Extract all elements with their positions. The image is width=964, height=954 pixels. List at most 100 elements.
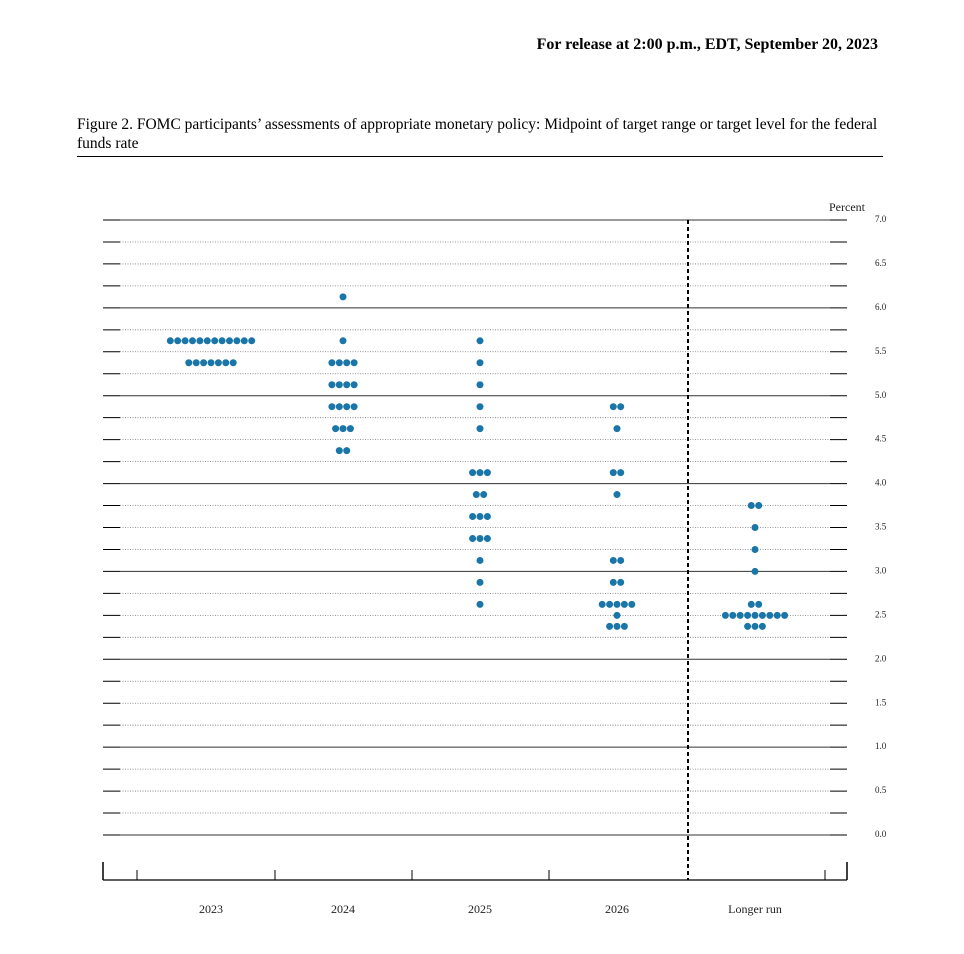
dot [755, 502, 763, 510]
dot [200, 359, 208, 367]
dot [469, 513, 477, 521]
dot [729, 611, 737, 619]
dot [744, 611, 752, 619]
dot [721, 611, 729, 619]
dot [211, 337, 219, 345]
dot [476, 381, 484, 389]
dot [214, 359, 222, 367]
y-axis-label: Percent [829, 200, 866, 214]
dot [483, 513, 491, 521]
dot [617, 556, 625, 564]
dot [339, 293, 347, 301]
dot [476, 534, 484, 542]
dot [350, 381, 358, 389]
dot [598, 600, 606, 608]
y-tick-label: 3.5 [875, 522, 887, 532]
dot [476, 556, 484, 564]
y-tick-label: 2.5 [875, 609, 887, 619]
dot [240, 337, 248, 345]
dot [617, 403, 625, 411]
dot [613, 425, 621, 433]
dot [480, 491, 488, 499]
dot [469, 469, 477, 477]
dot [751, 545, 759, 553]
dot [203, 337, 211, 345]
dot [617, 469, 625, 477]
dot [328, 381, 336, 389]
dot [343, 359, 351, 367]
x-tick-label: 2026 [605, 902, 629, 916]
dot [343, 447, 351, 455]
dot [166, 337, 174, 345]
dot [758, 611, 766, 619]
dot [335, 359, 343, 367]
y-tick-label: 4.0 [875, 478, 887, 488]
chart-title: Figure 2. FOMC participants’ assessments… [77, 115, 883, 157]
y-tick-label: 3.0 [875, 565, 887, 575]
y-tick-label: 7.0 [875, 214, 887, 224]
dot [339, 425, 347, 433]
y-tick-label: 5.0 [875, 390, 887, 400]
dot [751, 567, 759, 575]
dot [744, 622, 752, 630]
x-tick-label: 2025 [468, 902, 492, 916]
dot [617, 578, 625, 586]
dot [229, 359, 237, 367]
dot [350, 359, 358, 367]
dot [189, 337, 196, 345]
dot [609, 403, 617, 411]
dot [472, 491, 480, 499]
dot [350, 403, 358, 411]
y-tick-label: 5.5 [875, 346, 887, 356]
dot [222, 359, 230, 367]
dot [339, 337, 347, 345]
dot [476, 337, 484, 345]
dot [335, 447, 343, 455]
dot [218, 337, 226, 345]
dot [476, 600, 484, 608]
dot [346, 425, 354, 433]
dot [606, 622, 614, 630]
dot [332, 425, 340, 433]
dot [196, 337, 204, 345]
y-tick-label: 1.5 [875, 697, 887, 707]
dot [233, 337, 241, 345]
x-tick-label: Longer run [728, 902, 782, 916]
dot [174, 337, 182, 345]
dot [609, 469, 617, 477]
dot [613, 600, 621, 608]
dot [620, 600, 628, 608]
dot [613, 622, 621, 630]
dot [343, 381, 351, 389]
x-tick-label: 2023 [199, 902, 223, 916]
y-tick-label: 6.0 [875, 302, 887, 312]
dot [613, 491, 621, 499]
dot [192, 359, 200, 367]
dot [747, 502, 755, 510]
dot [335, 381, 343, 389]
dot [773, 611, 781, 619]
y-tick-label: 2.0 [875, 653, 887, 663]
dot [758, 622, 766, 630]
dot [613, 611, 621, 619]
dot [609, 556, 617, 564]
release-header: For release at 2:00 p.m., EDT, September… [536, 36, 878, 53]
dot [476, 425, 484, 433]
dot [476, 513, 484, 521]
y-tick-label: 0.0 [875, 829, 887, 839]
dot [207, 359, 215, 367]
dot [747, 600, 755, 608]
dot [328, 403, 336, 411]
dot [248, 337, 256, 345]
dot [751, 524, 759, 531]
dot [483, 469, 491, 477]
dot [226, 337, 233, 345]
dot [476, 578, 484, 586]
y-tick-label: 1.0 [875, 741, 887, 751]
dot [181, 337, 189, 345]
dot [751, 622, 759, 630]
dot [328, 359, 336, 367]
dot [476, 359, 484, 367]
